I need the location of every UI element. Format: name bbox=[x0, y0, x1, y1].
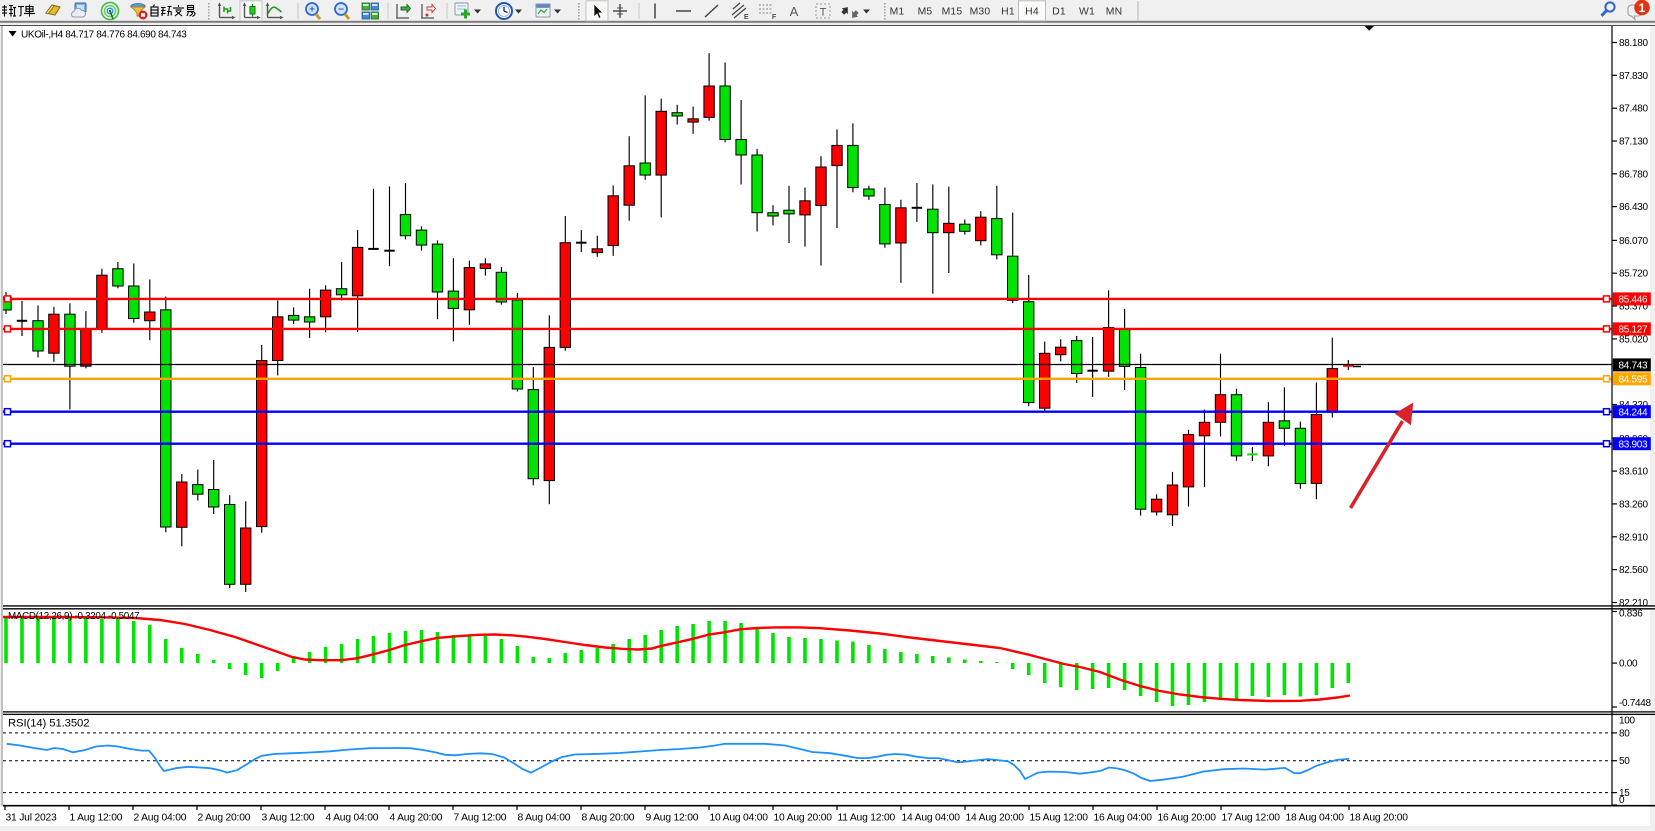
svg-text:86.780: 86.780 bbox=[1619, 169, 1649, 180]
svg-text:E: E bbox=[744, 14, 749, 21]
svg-text:11 Aug 12:00: 11 Aug 12:00 bbox=[838, 813, 896, 824]
svg-text:3 Aug 12:00: 3 Aug 12:00 bbox=[262, 813, 315, 824]
svg-text:86.430: 86.430 bbox=[1619, 202, 1649, 213]
svg-text:UKOil-,H4 84.717 84.776 84.69: UKOil-,H4 84.717 84.776 84.690 84.743 bbox=[21, 30, 187, 41]
svg-text:0.00: 0.00 bbox=[1619, 659, 1638, 670]
svg-text:80: 80 bbox=[1619, 728, 1630, 739]
svg-text:84.595: 84.595 bbox=[1619, 375, 1649, 386]
svg-text:84.743: 84.743 bbox=[1619, 361, 1649, 372]
svg-text:100: 100 bbox=[1619, 716, 1636, 727]
svg-text:82.910: 82.910 bbox=[1619, 532, 1649, 543]
svg-text:85.720: 85.720 bbox=[1619, 269, 1649, 280]
svg-text:M15: M15 bbox=[942, 7, 963, 18]
svg-text:83.610: 83.610 bbox=[1619, 467, 1649, 478]
svg-text:2 Aug 04:00: 2 Aug 04:00 bbox=[134, 813, 187, 824]
svg-text:18 Aug 20:00: 18 Aug 20:00 bbox=[1350, 813, 1409, 824]
svg-text:2 Aug 20:00: 2 Aug 20:00 bbox=[198, 813, 251, 824]
svg-text:15 Aug 12:00: 15 Aug 12:00 bbox=[1030, 813, 1089, 824]
svg-text:-0.7448: -0.7448 bbox=[1619, 698, 1652, 709]
svg-text:83.260: 83.260 bbox=[1619, 499, 1649, 510]
svg-text:F: F bbox=[772, 14, 776, 21]
svg-text:M30: M30 bbox=[970, 7, 991, 18]
svg-text:8 Aug 20:00: 8 Aug 20:00 bbox=[582, 813, 635, 824]
svg-text:85.020: 85.020 bbox=[1619, 334, 1649, 345]
svg-text:16 Aug 04:00: 16 Aug 04:00 bbox=[1094, 813, 1153, 824]
svg-text:85.370: 85.370 bbox=[1619, 302, 1649, 313]
svg-text:18 Aug 04:00: 18 Aug 04:00 bbox=[1286, 813, 1345, 824]
svg-text:M1: M1 bbox=[890, 7, 905, 18]
svg-text:17 Aug 12:00: 17 Aug 12:00 bbox=[1222, 813, 1281, 824]
svg-text:9 Aug 12:00: 9 Aug 12:00 bbox=[646, 813, 699, 824]
svg-text:8 Aug 04:00: 8 Aug 04:00 bbox=[518, 813, 571, 824]
svg-text:15: 15 bbox=[1619, 788, 1630, 799]
svg-text:H1: H1 bbox=[1001, 7, 1015, 18]
svg-text:4 Aug 04:00: 4 Aug 04:00 bbox=[326, 813, 379, 824]
svg-text:85.446: 85.446 bbox=[1619, 295, 1649, 306]
svg-text:W1: W1 bbox=[1079, 7, 1095, 18]
svg-text:T: T bbox=[820, 7, 827, 19]
svg-text:RSI(14) 51.3502: RSI(14) 51.3502 bbox=[8, 718, 89, 730]
svg-text:H4: H4 bbox=[1025, 7, 1039, 18]
svg-text:1: 1 bbox=[1639, 1, 1646, 15]
svg-text:14 Aug 04:00: 14 Aug 04:00 bbox=[902, 813, 961, 824]
svg-text:88.180: 88.180 bbox=[1619, 38, 1649, 49]
svg-text:50: 50 bbox=[1619, 756, 1630, 767]
svg-text:85.127: 85.127 bbox=[1619, 325, 1649, 336]
svg-text:0.836: 0.836 bbox=[1619, 609, 1643, 620]
svg-text:10 Aug 04:00: 10 Aug 04:00 bbox=[710, 813, 769, 824]
svg-text:82.210: 82.210 bbox=[1619, 598, 1649, 609]
svg-text:MN: MN bbox=[1106, 7, 1123, 18]
svg-text:10 Aug 20:00: 10 Aug 20:00 bbox=[774, 813, 833, 824]
svg-text:A: A bbox=[790, 4, 799, 19]
svg-text:83.903: 83.903 bbox=[1619, 440, 1649, 451]
svg-text:82.560: 82.560 bbox=[1619, 565, 1649, 576]
svg-text:31 Jul 2023: 31 Jul 2023 bbox=[6, 813, 58, 824]
svg-text:87.130: 87.130 bbox=[1619, 137, 1649, 148]
svg-text:84.244: 84.244 bbox=[1619, 408, 1649, 419]
svg-text:MACD(12,26,9) -0.3204 -0.5047: MACD(12,26,9) -0.3204 -0.5047 bbox=[8, 611, 139, 622]
svg-text:+: + bbox=[309, 5, 315, 16]
svg-text:87.830: 87.830 bbox=[1619, 71, 1649, 82]
svg-text:7 Aug 12:00: 7 Aug 12:00 bbox=[454, 813, 507, 824]
svg-text:86.070: 86.070 bbox=[1619, 236, 1649, 247]
svg-text:−: − bbox=[338, 5, 344, 16]
svg-text:4 Aug 20:00: 4 Aug 20:00 bbox=[390, 813, 443, 824]
svg-text:D1: D1 bbox=[1052, 7, 1066, 18]
svg-text:16 Aug 20:00: 16 Aug 20:00 bbox=[1158, 813, 1217, 824]
svg-text:1 Aug 12:00: 1 Aug 12:00 bbox=[70, 813, 123, 824]
svg-text:0: 0 bbox=[1619, 795, 1625, 806]
svg-text:M5: M5 bbox=[918, 7, 933, 18]
svg-text:87.480: 87.480 bbox=[1619, 104, 1649, 115]
svg-text:14 Aug 20:00: 14 Aug 20:00 bbox=[966, 813, 1025, 824]
